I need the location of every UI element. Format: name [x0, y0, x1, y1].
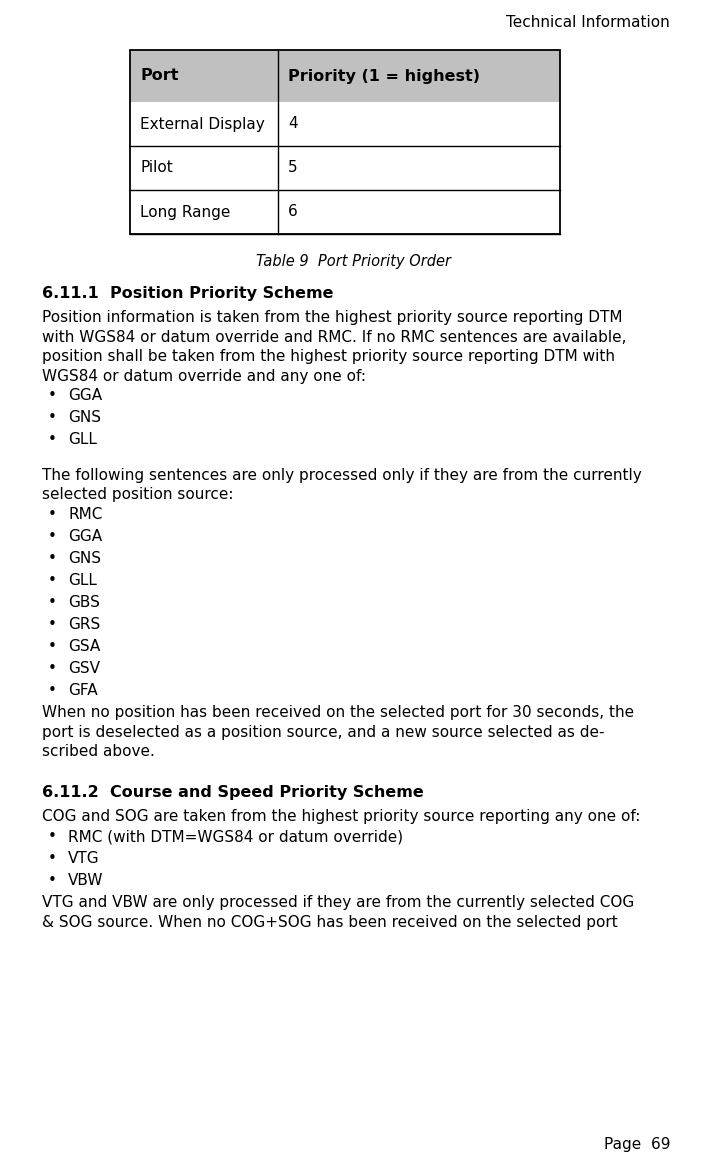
Text: GNS: GNS	[68, 410, 101, 425]
Text: GNS: GNS	[68, 552, 101, 566]
Text: RMC: RMC	[68, 507, 103, 522]
Text: Technical Information: Technical Information	[506, 15, 670, 30]
Text: Table 9  Port Priority Order: Table 9 Port Priority Order	[256, 254, 452, 269]
Text: GFA: GFA	[68, 683, 98, 698]
Text: position shall be taken from the highest priority source reporting DTM with: position shall be taken from the highest…	[42, 349, 615, 364]
Text: 5: 5	[288, 160, 297, 176]
Text: Priority (1 = highest): Priority (1 = highest)	[288, 68, 480, 83]
Text: Page  69: Page 69	[603, 1137, 670, 1152]
Text: The following sentences are only processed only if they are from the currently: The following sentences are only process…	[42, 468, 641, 482]
Text: GRS: GRS	[68, 617, 101, 632]
Text: VBW: VBW	[68, 874, 103, 888]
Text: 6.11.2  Course and Speed Priority Scheme: 6.11.2 Course and Speed Priority Scheme	[42, 786, 424, 801]
Text: 6.11.1  Position Priority Scheme: 6.11.1 Position Priority Scheme	[42, 286, 333, 301]
Text: •: •	[47, 595, 57, 610]
Text: •: •	[47, 829, 57, 844]
Text: VTG: VTG	[68, 851, 100, 867]
Text: Port: Port	[140, 68, 178, 83]
Text: •: •	[47, 432, 57, 447]
Text: •: •	[47, 874, 57, 888]
Text: •: •	[47, 529, 57, 545]
Text: 4: 4	[288, 116, 297, 131]
Bar	[130, 50, 560, 234]
Text: WGS84 or datum override and any one of:: WGS84 or datum override and any one of:	[42, 369, 366, 383]
Text: GSA: GSA	[68, 639, 101, 653]
Text: •: •	[47, 507, 57, 522]
Text: •: •	[47, 683, 57, 698]
Text: VTG and VBW are only processed if they are from the currently selected COG: VTG and VBW are only processed if they a…	[42, 895, 634, 910]
Text: GSV: GSV	[68, 660, 100, 676]
Text: •: •	[47, 388, 57, 403]
Text: •: •	[47, 410, 57, 425]
Text: GBS: GBS	[68, 595, 100, 610]
Text: •: •	[47, 660, 57, 676]
Text: COG and SOG are taken from the highest priority source reporting any one of:: COG and SOG are taken from the highest p…	[42, 809, 640, 824]
Text: •: •	[47, 573, 57, 588]
Text: When no position has been received on the selected port for 30 seconds, the: When no position has been received on th…	[42, 705, 634, 720]
Text: selected position source:: selected position source:	[42, 487, 234, 502]
Text: •: •	[47, 617, 57, 632]
Text: Position information is taken from the highest priority source reporting DTM: Position information is taken from the h…	[42, 310, 622, 326]
Text: scribed above.: scribed above.	[42, 744, 155, 759]
Text: GLL: GLL	[68, 432, 97, 447]
Text: GLL: GLL	[68, 573, 97, 588]
Text: & SOG source. When no COG+SOG has been received on the selected port: & SOG source. When no COG+SOG has been r…	[42, 915, 618, 930]
Text: GGA: GGA	[68, 529, 102, 545]
Text: Long Range: Long Range	[140, 205, 230, 219]
Text: Pilot: Pilot	[140, 160, 173, 176]
Text: External Display: External Display	[140, 116, 265, 131]
Bar	[130, 50, 560, 102]
Text: 6: 6	[288, 205, 298, 219]
Text: •: •	[47, 851, 57, 867]
Text: GGA: GGA	[68, 388, 102, 403]
Text: •: •	[47, 552, 57, 566]
Text: •: •	[47, 639, 57, 653]
Text: RMC (with DTM=WGS84 or datum override): RMC (with DTM=WGS84 or datum override)	[68, 829, 403, 844]
Text: with WGS84 or datum override and RMC. If no RMC sentences are available,: with WGS84 or datum override and RMC. If…	[42, 329, 627, 344]
Text: port is deselected as a position source, and a new source selected as de-: port is deselected as a position source,…	[42, 725, 605, 740]
